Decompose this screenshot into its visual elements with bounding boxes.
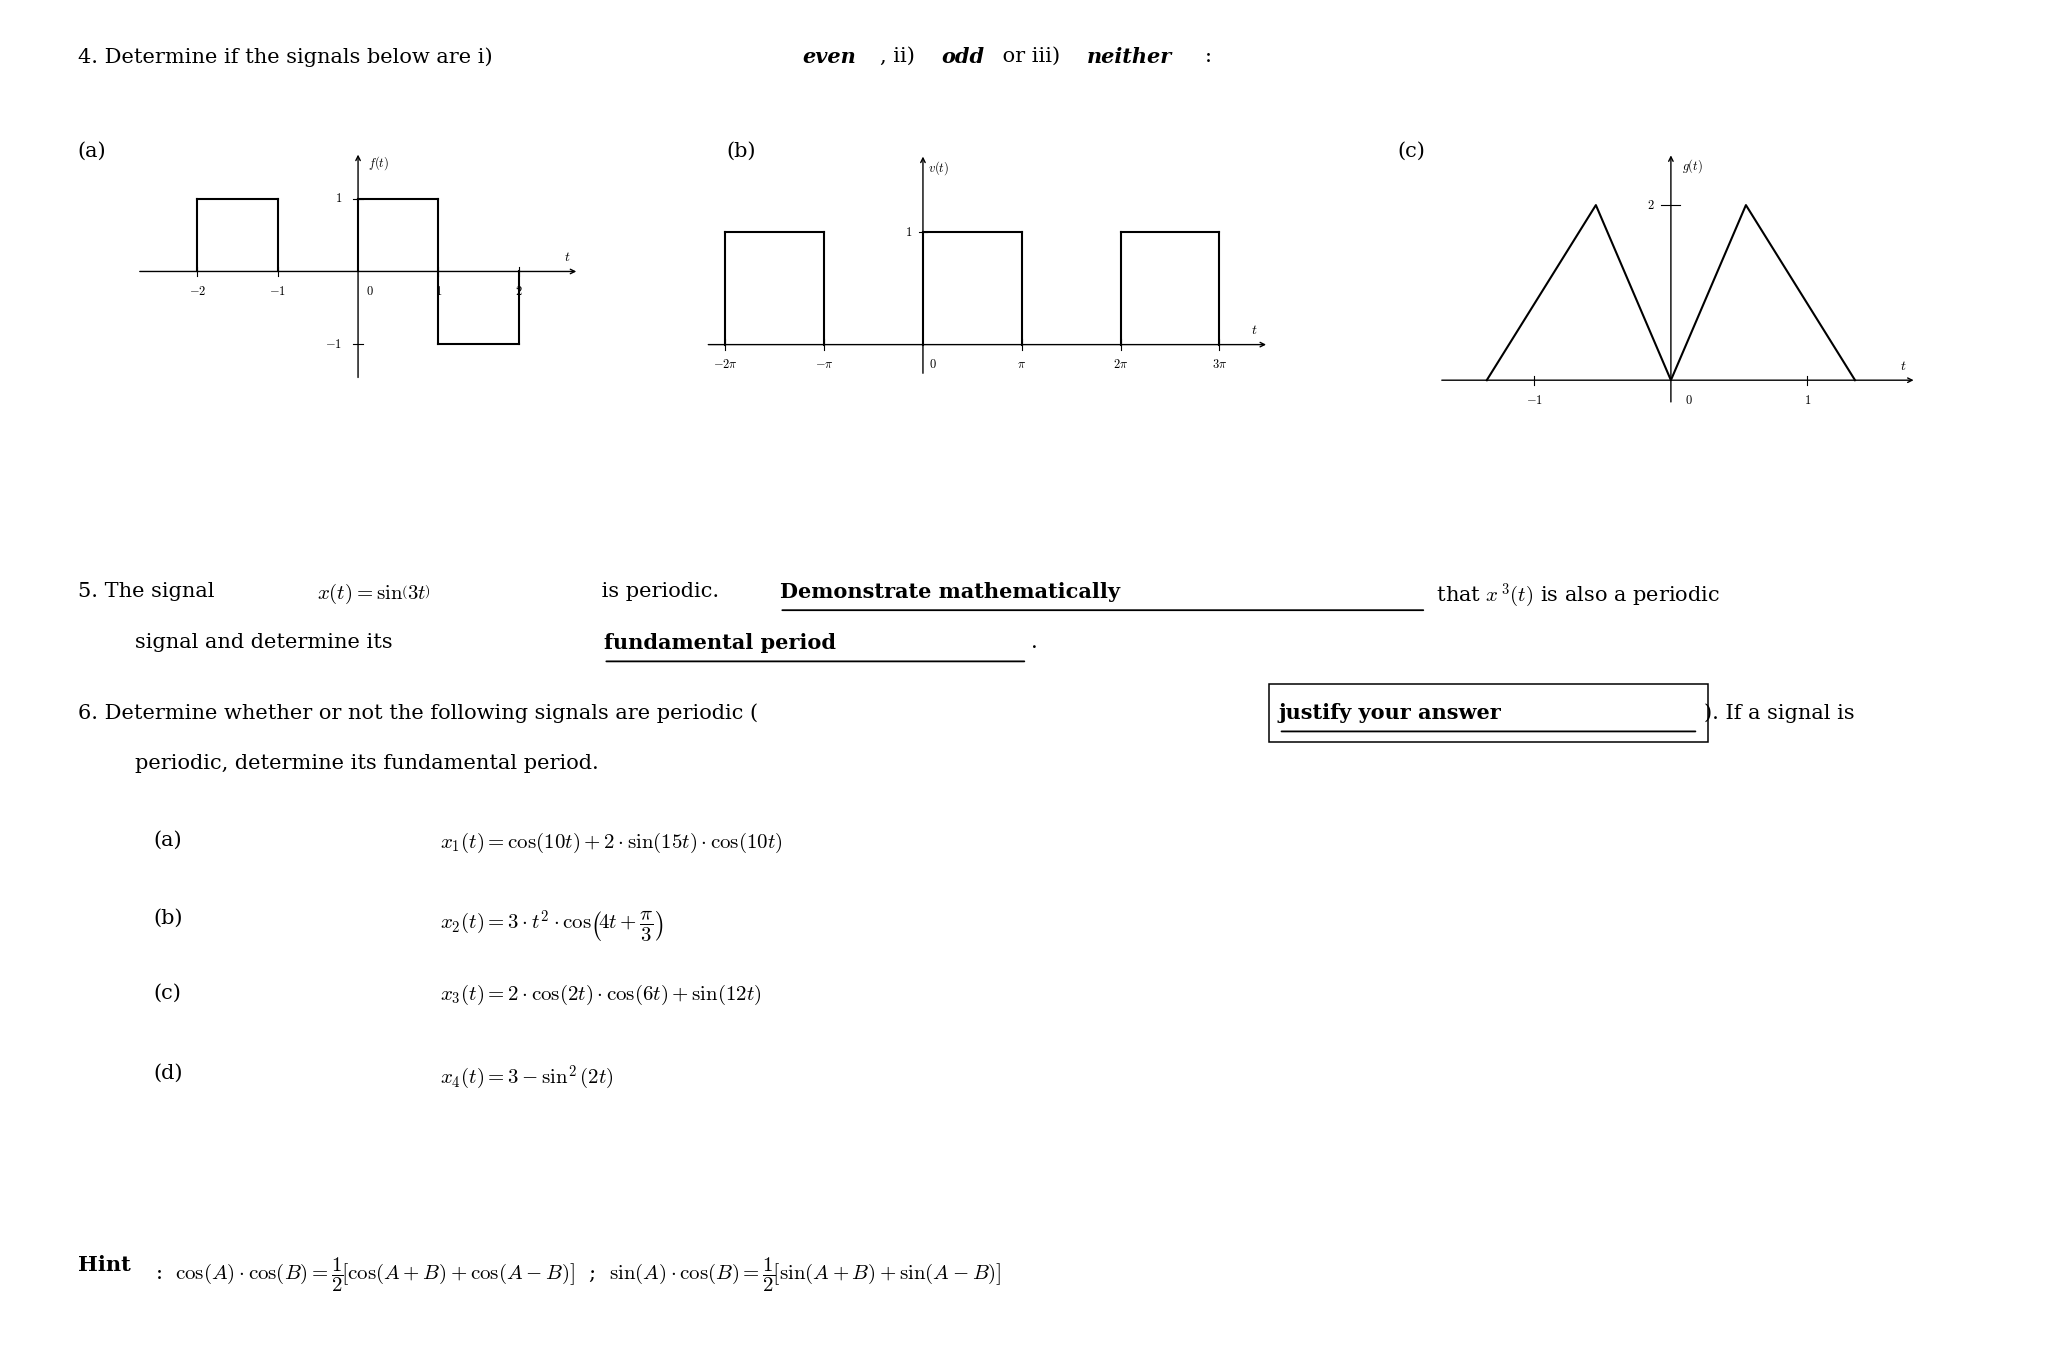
Text: $0$: $0$ (929, 358, 937, 370)
Text: 5. The signal: 5. The signal (78, 582, 221, 601)
Text: $t$: $t$ (1250, 323, 1258, 337)
Text: $t$: $t$ (565, 251, 571, 264)
Text: or iii): or iii) (996, 47, 1068, 66)
Text: $2$: $2$ (1647, 198, 1655, 211)
Text: $0$: $0$ (1684, 395, 1692, 407)
Text: $-2$: $-2$ (188, 284, 207, 298)
Text: $1$: $1$ (1805, 395, 1811, 407)
Text: odd: odd (941, 47, 984, 67)
Text: $-1$: $-1$ (1526, 395, 1543, 407)
Text: (a): (a) (78, 141, 106, 160)
Text: $-1$: $-1$ (325, 338, 342, 350)
Text: $g(t)$: $g(t)$ (1682, 158, 1702, 175)
Text: $-1$: $-1$ (270, 284, 286, 298)
Text: (a): (a) (153, 831, 182, 850)
Text: ). If a signal is: ). If a signal is (1704, 703, 1856, 723)
Text: $x_4(t)=3-\sin^2(2t)$: $x_4(t)=3-\sin^2(2t)$ (440, 1064, 614, 1092)
Text: $-\pi$: $-\pi$ (814, 358, 833, 370)
Text: 4. Determine if the signals below are i): 4. Determine if the signals below are i) (78, 47, 499, 67)
Text: signal and determine its: signal and determine its (135, 633, 399, 652)
Text: is periodic.: is periodic. (595, 582, 726, 601)
Text: $x_2(t)=3\cdot t^2\cdot\cos\!\left(\!4t+\dfrac{\pi}{3}\right)$: $x_2(t)=3\cdot t^2\cdot\cos\!\left(\!4t+… (440, 909, 663, 946)
Text: $x_3(t)=2\cdot\cos(2t)\cdot\cos(6t)+\sin(12t)$: $x_3(t)=2\cdot\cos(2t)\cdot\cos(6t)+\sin… (440, 983, 761, 1008)
Text: $1$: $1$ (434, 284, 442, 298)
Text: Demonstrate mathematically: Demonstrate mathematically (780, 582, 1119, 602)
Text: :  $\cos(A)\cdot\cos(B)=\dfrac{1}{2}\!\left[\cos(A+B)+\cos(A-B)\right]$  ;  $\si: : $\cos(A)\cdot\cos(B)=\dfrac{1}{2}\!\le… (155, 1255, 1003, 1294)
Text: even: even (802, 47, 855, 67)
Text: periodic, determine its fundamental period.: periodic, determine its fundamental peri… (135, 754, 599, 773)
Text: (c): (c) (1397, 141, 1426, 160)
Text: $2\pi$: $2\pi$ (1113, 358, 1127, 370)
Text: (b): (b) (726, 141, 755, 160)
Text: that $x^{\,3}(t)$ is also a periodic: that $x^{\,3}(t)$ is also a periodic (1430, 582, 1721, 610)
Text: $1$: $1$ (904, 226, 913, 238)
Text: , ii): , ii) (880, 47, 921, 66)
Text: $v(t)$: $v(t)$ (927, 159, 949, 178)
Text: $1$: $1$ (336, 193, 342, 206)
Text: $x(t)=\sin\!\left(3t\right)$: $x(t)=\sin\!\left(3t\right)$ (317, 582, 432, 606)
Text: fundamental period: fundamental period (604, 633, 835, 653)
Text: (c): (c) (153, 983, 182, 1002)
Text: :: : (1205, 47, 1211, 66)
Text: $x_1(t)=\cos(10t)+2\cdot\sin(15t)\cdot\cos(10t)$: $x_1(t)=\cos(10t)+2\cdot\sin(15t)\cdot\c… (440, 831, 782, 855)
Text: $-2\pi$: $-2\pi$ (712, 358, 739, 370)
Text: (b): (b) (153, 909, 182, 928)
Text: 6. Determine whether or not the following signals are periodic (: 6. Determine whether or not the followin… (78, 703, 757, 723)
Text: $3\pi$: $3\pi$ (1211, 358, 1228, 370)
Text: $2$: $2$ (516, 284, 522, 298)
Text: $0$: $0$ (366, 284, 374, 298)
Text: $f(t)$: $f(t)$ (368, 154, 389, 171)
Text: .: . (1031, 633, 1037, 652)
Text: neither: neither (1086, 47, 1172, 67)
Text: (d): (d) (153, 1064, 182, 1083)
Text: $t$: $t$ (1899, 360, 1907, 373)
Text: Hint: Hint (78, 1255, 131, 1276)
Text: justify your answer: justify your answer (1279, 703, 1502, 723)
Text: $\pi$: $\pi$ (1017, 358, 1027, 370)
